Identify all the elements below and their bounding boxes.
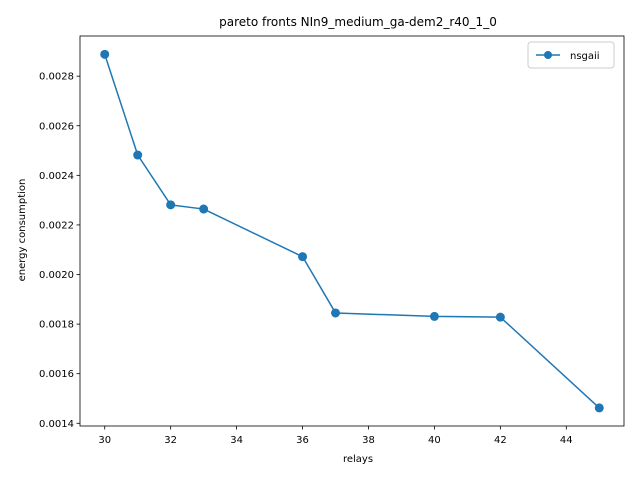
x-tick-label: 44 xyxy=(560,435,573,446)
x-tick-label: 40 xyxy=(428,435,441,446)
y-tick-label: 0.0016 xyxy=(39,369,74,380)
data-point xyxy=(100,49,110,59)
y-tick-label: 0.0018 xyxy=(39,320,74,331)
data-point xyxy=(199,204,209,214)
legend-marker xyxy=(544,51,552,59)
x-tick-label: 32 xyxy=(164,435,177,446)
y-tick-label: 0.0026 xyxy=(39,121,74,132)
data-point xyxy=(298,252,308,262)
data-point xyxy=(495,312,505,322)
y-tick-label: 0.0014 xyxy=(39,419,74,430)
x-tick-label: 42 xyxy=(494,435,507,446)
chart-title: pareto fronts NIn9_medium_ga-dem2_r40_1_… xyxy=(219,15,497,29)
x-tick-label: 38 xyxy=(362,435,375,446)
data-point xyxy=(331,308,341,318)
y-tick-label: 0.0024 xyxy=(39,171,74,182)
y-axis-label: energy consumption xyxy=(17,179,28,282)
legend: nsgaii xyxy=(527,41,615,69)
x-tick-label: 36 xyxy=(296,435,309,446)
y-tick-label: 0.0020 xyxy=(39,270,74,281)
y-tick-label: 0.0022 xyxy=(39,220,74,231)
legend-label: nsgaii xyxy=(570,51,600,62)
x-tick-label: 30 xyxy=(98,435,111,446)
y-tick-label: 0.0028 xyxy=(39,72,74,83)
x-axis-label: relays xyxy=(343,454,373,465)
data-point xyxy=(429,311,439,321)
data-point xyxy=(594,403,604,413)
plot-area: 30 32 34 36 38 40 42 44 0.0014 0.0016 0.0018 0.0020… xyxy=(39,35,625,446)
data-point xyxy=(166,200,176,210)
data-point xyxy=(133,150,143,160)
legend-box xyxy=(527,41,615,69)
axes-frame xyxy=(79,35,625,427)
x-tick-label: 34 xyxy=(230,435,243,446)
